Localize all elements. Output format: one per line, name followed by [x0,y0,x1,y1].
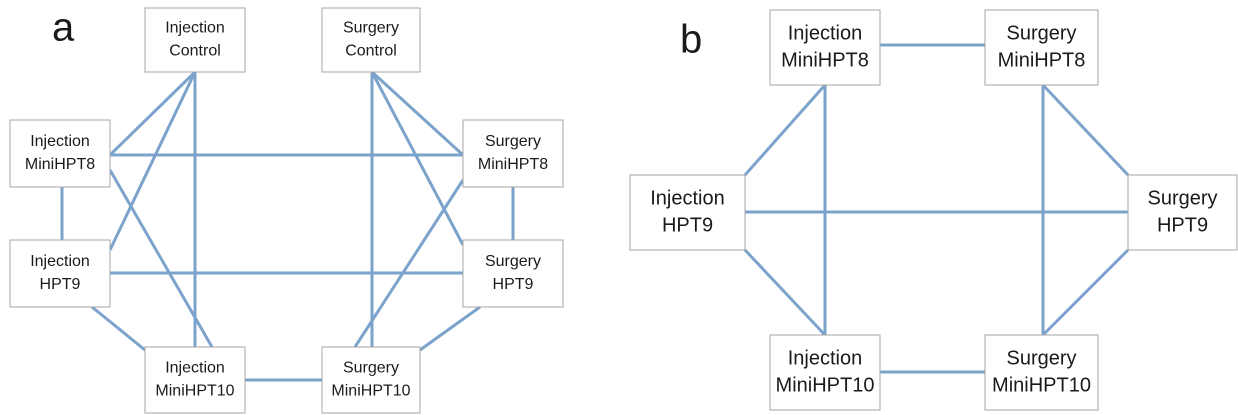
node-box [144,7,246,73]
node: Surgery MiniHPT8 [984,9,1099,86]
node-box [984,334,1099,411]
node-label: Injection [165,20,225,37]
edge [370,70,465,157]
node-box [462,239,564,308]
node-label: Surgery [485,133,541,150]
node-box [9,119,111,188]
node: Injection MiniHPT8 [769,9,881,86]
node-label: HPT9 [40,276,81,293]
node: Surgery MiniHPT10 [321,346,421,414]
node-label: Surgery [343,360,399,377]
edge [419,305,481,352]
node: Injection Control [144,7,246,73]
node-label: Injection [650,187,725,209]
node-label: Surgery [1006,347,1076,369]
node-box [462,119,564,188]
node-label: Surgery [1147,187,1217,209]
edge [743,248,827,337]
node: Surgery HPT9 [1127,174,1238,251]
edge [91,305,146,352]
node-label: MiniHPT10 [992,374,1091,396]
node-label: HPT9 [493,276,534,293]
node-label: MiniHPT8 [998,49,1086,71]
node-box [9,239,111,308]
node: Surgery MiniHPT10 [984,334,1099,411]
node-label: Surgery [485,253,541,270]
node: Injection MiniHPT10 [769,334,881,411]
edge [370,71,465,246]
node-box [984,9,1099,86]
panel-label: b [680,18,702,62]
node: Injection MiniHPT8 [9,119,111,188]
node-box [629,174,746,251]
node: Injection MiniHPT10 [144,346,246,414]
node-label: MiniHPT8 [25,156,95,173]
node-label: MiniHPT10 [331,383,410,400]
edge [1041,248,1130,337]
node-label: Injection [788,22,863,44]
node: Surgery MiniHPT8 [462,119,564,188]
node-label: MiniHPT8 [781,49,869,71]
node-label: Injection [30,253,90,270]
node-label: Injection [788,347,863,369]
node-label: MiniHPT10 [155,383,234,400]
node: Injection HPT9 [629,174,746,251]
edge [353,179,465,348]
edge [108,70,197,157]
node-label: HPT9 [1157,214,1208,236]
node-label: HPT9 [662,214,713,236]
node-box [321,7,421,73]
node-label: Control [345,43,397,60]
edge [108,71,197,251]
edges [60,43,1130,382]
panel-label: a [52,6,75,50]
node-label: Surgery [343,20,399,37]
node-label: Surgery [1006,22,1076,44]
node-box [769,9,881,86]
edge [1041,83,1130,177]
node: Injection HPT9 [9,239,111,308]
node-label: Injection [30,133,90,150]
node-label: Injection [165,360,225,377]
node-label: MiniHPT8 [478,156,548,173]
node-box [1127,174,1238,251]
nodes: Injection Control Surgery Control Injection M… [9,7,1238,414]
node-box [769,334,881,411]
node-box [321,346,421,414]
node-label: MiniHPT10 [776,374,875,396]
node-label: Control [169,43,221,60]
node: Surgery HPT9 [462,239,564,308]
edge [108,169,214,348]
edge [743,84,827,176]
node-box [144,346,246,414]
node: Surgery Control [321,7,421,73]
